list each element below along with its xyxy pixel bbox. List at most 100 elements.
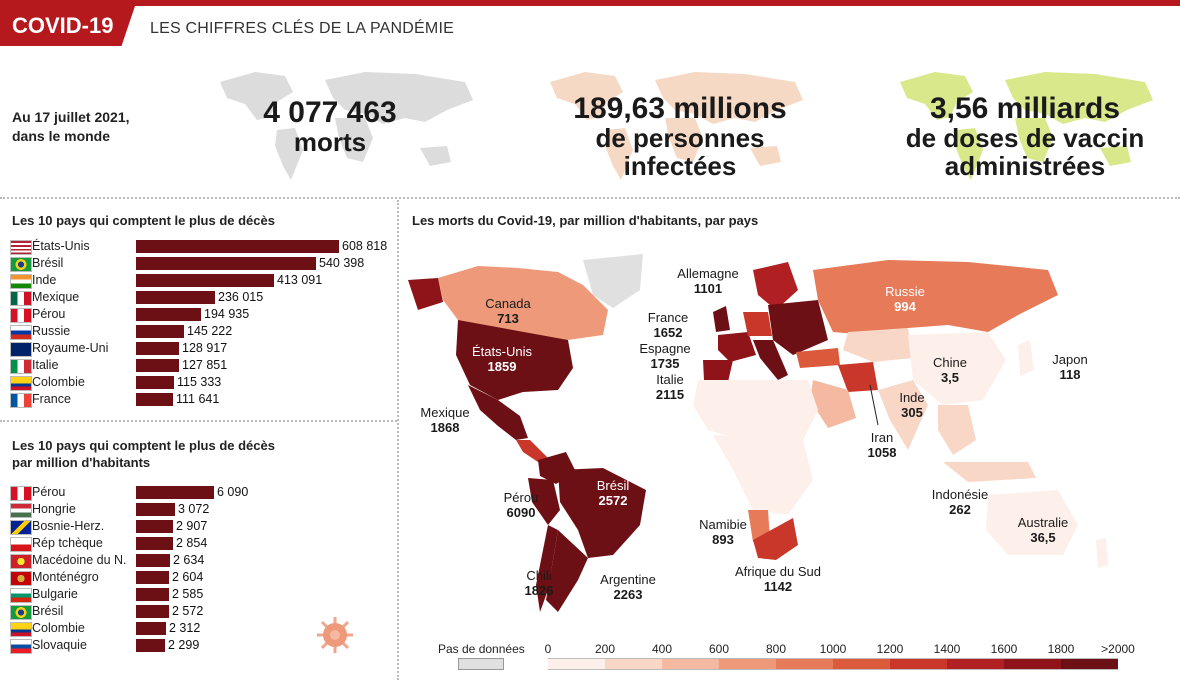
argentina-shape (546, 530, 588, 612)
bar (136, 605, 169, 618)
label-argentine: Argentine 2263 (590, 572, 666, 602)
label-chine: Chine 3,5 (925, 355, 975, 385)
flag-gb-icon (10, 342, 32, 357)
bar-value-label: 2 299 (168, 638, 200, 652)
label-bresil-name: Brésil (596, 478, 630, 493)
bar-value-label: 2 604 (172, 570, 204, 584)
legend-swatch (1061, 658, 1118, 670)
bar-row: Brésil 540 398 (10, 255, 390, 272)
label-perou-name: Pérou (503, 490, 539, 505)
legend-swatch (605, 658, 662, 670)
greenland-shape (583, 254, 643, 308)
label-etats-unis-name: États-Unis (472, 344, 532, 359)
label-afrique-du-sud-value: 1142 (763, 579, 793, 594)
bar-country-label: Brésil (32, 256, 64, 270)
label-australie-value: 36,5 (1030, 530, 1056, 545)
bar-value-label: 2 312 (169, 621, 201, 635)
label-espagne: Espagne 1735 (632, 341, 698, 371)
peru-shape (528, 478, 560, 525)
legend-swatch (833, 658, 890, 670)
scandinavia-shape (753, 262, 798, 310)
label-perou-value: 6090 (506, 505, 536, 520)
infected-world-map (550, 72, 803, 180)
label-canada-name: Canada (485, 296, 531, 311)
bar-country-label: Monténégro (32, 570, 99, 584)
bar-row: Colombie 2 312 (10, 620, 390, 637)
bar-value-label: 6 090 (217, 485, 249, 499)
bar-value-label: 2 585 (172, 587, 204, 601)
label-inde-value: 305 (901, 405, 923, 420)
panel-divider (0, 420, 397, 422)
spain-shape (703, 360, 733, 382)
bar (136, 520, 173, 533)
label-mexique: Mexique 1868 (412, 405, 478, 435)
label-italie-name: Italie (656, 372, 684, 387)
bar-value-label: 3 072 (178, 502, 210, 516)
label-indonesie-name: Indonésie (931, 487, 989, 502)
flag-br-icon (10, 257, 32, 272)
india-shape (878, 380, 928, 450)
label-japon-value: 118 (1059, 367, 1081, 382)
page-subtitle: LES CHIFFRES CLÉS DE LA PANDÉMIE (150, 20, 454, 37)
bar (136, 503, 175, 516)
bar (136, 639, 165, 652)
label-bresil-value: 2572 (598, 493, 628, 508)
flag-mk-icon (10, 554, 32, 569)
label-allemagne-name: Allemagne (677, 266, 739, 281)
vaccines-line-2: de doses de vaccin (905, 123, 1145, 153)
deaths-chart-title: Les 10 pays qui comptent le plus de décè… (12, 213, 275, 228)
label-france-name: France (647, 310, 689, 325)
flag-in-icon (10, 274, 32, 289)
label-inde-name: Inde (899, 390, 925, 405)
label-japon-name: Japon (1052, 352, 1088, 367)
label-mexique-name: Mexique (420, 405, 470, 420)
bar (136, 240, 339, 253)
bar (136, 537, 173, 550)
flag-it-icon (10, 359, 32, 374)
label-espagne-value: 1735 (650, 356, 680, 371)
bar-value-label: 145 222 (187, 324, 233, 338)
label-espagne-name: Espagne (639, 341, 691, 356)
bar (136, 588, 169, 601)
flag-sk-icon (10, 639, 32, 654)
usa-shape (456, 320, 573, 400)
bar (136, 257, 316, 270)
map-legend: Pas de données 0 200 400 600 800 1000 1200 1400… (410, 640, 1170, 680)
label-allemagne-value: 1101 (693, 281, 723, 296)
bar-country-label: Russie (32, 324, 71, 338)
south-africa-shape (753, 518, 798, 560)
turkey-shape (796, 348, 840, 368)
bar-country-label: Brésil (32, 604, 64, 618)
bar-value-label: 2 854 (176, 536, 208, 550)
bar-country-label: Italie (32, 358, 59, 372)
legend-tick-label: 1400 (933, 642, 961, 656)
southeast-asia-shape (938, 405, 976, 455)
bar-row: Colombie 115 333 (10, 374, 390, 391)
bar-row: Royaume-Uni 128 917 (10, 340, 390, 357)
bar-value-label: 236 015 (218, 290, 264, 304)
date-line-1: Au 17 juillet 2021, (12, 109, 130, 125)
chile-shape (536, 525, 558, 612)
france-shape (718, 332, 756, 362)
legend-tick-label: 600 (708, 642, 730, 656)
label-etats-unis-value: 1859 (487, 359, 517, 374)
bar-country-label: Colombie (32, 375, 85, 389)
bar-row: Inde 413 091 (10, 272, 390, 289)
indonesia-shape (943, 462, 1036, 482)
bar-value-label: 127 851 (182, 358, 228, 372)
bar-value-label: 115 333 (177, 375, 222, 389)
infected-value: 189,63 millions (573, 92, 787, 125)
japan-shape (1018, 340, 1034, 376)
bar (136, 291, 215, 304)
label-france: France 1652 (638, 310, 698, 340)
label-canada: Canada 713 (478, 296, 538, 326)
label-namibie-name: Namibie (699, 517, 747, 532)
alaska-shape (408, 278, 443, 310)
vaccines-stat: 3,56 milliards de doses de vaccin admini… (895, 94, 1155, 181)
vaccine-world-map (900, 72, 1153, 180)
bar-country-label: Royaume-Uni (32, 341, 109, 355)
label-iran-name: Iran (870, 430, 894, 445)
date-line-2: dans le monde (12, 128, 111, 144)
deaths-value: 4 077 463 (263, 96, 397, 129)
bar-row: Pérou 6 090 (10, 484, 390, 501)
